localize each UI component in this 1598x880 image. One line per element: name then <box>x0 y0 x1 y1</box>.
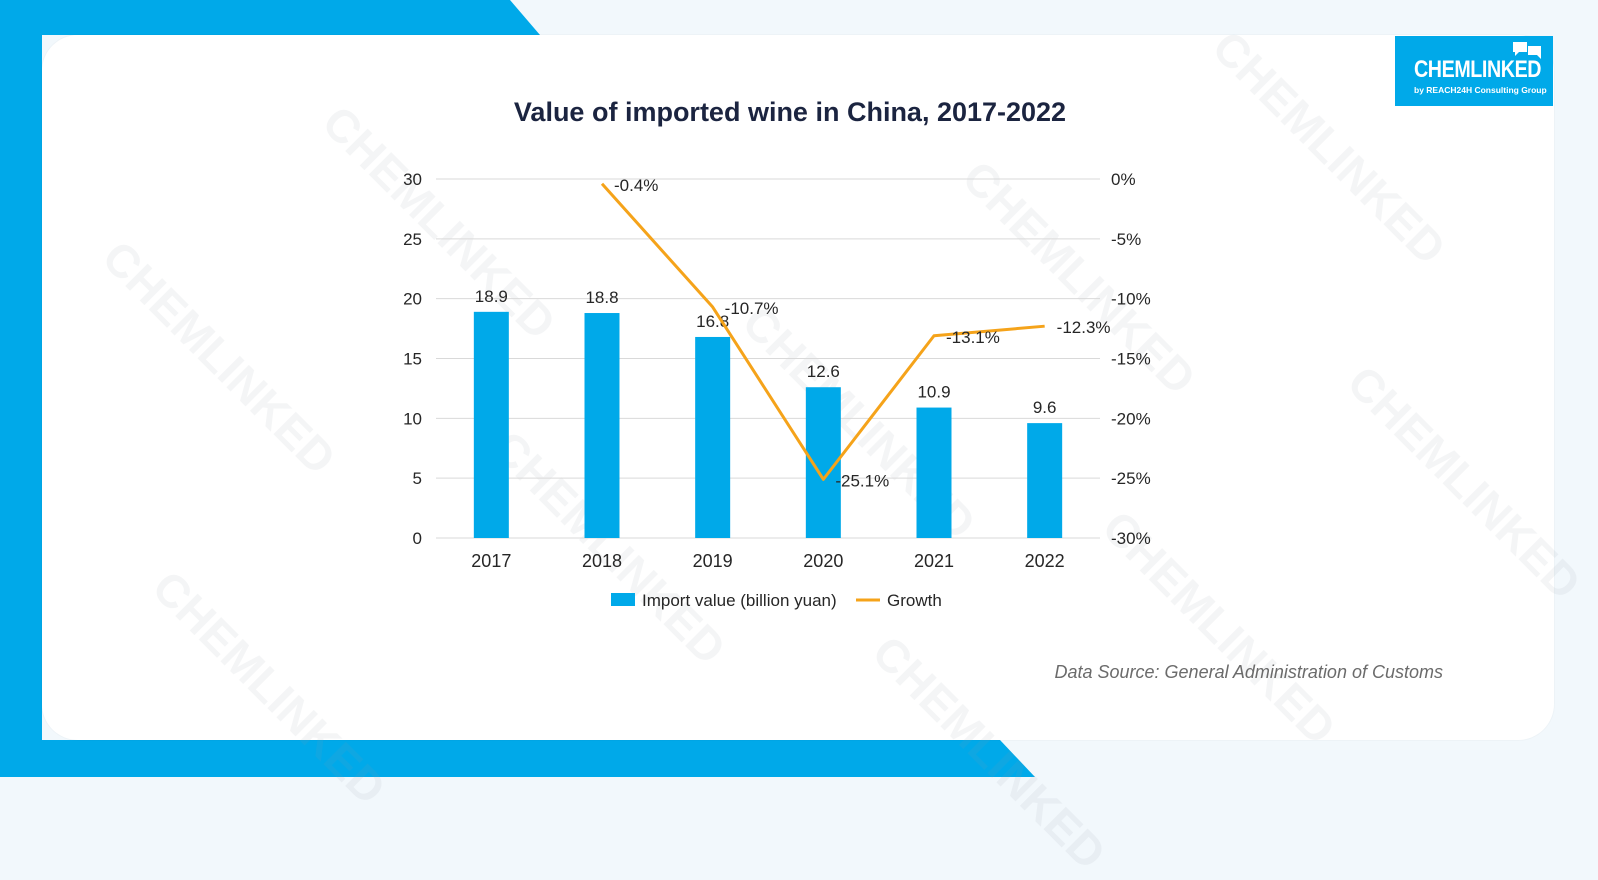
legend-label: Import value (billion yuan) <box>642 591 837 610</box>
bar <box>916 407 952 538</box>
right-tick-label: -20% <box>1111 409 1151 428</box>
logo-tagline: by REACH24H Consulting Group <box>1414 85 1547 95</box>
x-tick-label: 2022 <box>1025 551 1065 571</box>
chat-bubble-icon <box>1513 42 1541 59</box>
left-tick-label: 30 <box>403 170 422 189</box>
background-decoration <box>0 0 1035 777</box>
logo-wordmark: CHEMLINKED <box>1414 56 1542 83</box>
right-tick-label: -10% <box>1111 290 1151 309</box>
bar-value-label: 10.9 <box>917 383 950 402</box>
left-tick-label: 0 <box>413 529 422 548</box>
x-tick-label: 2017 <box>471 551 511 571</box>
gridlines <box>436 178 1100 539</box>
bar-value-label: 12.6 <box>807 362 840 381</box>
growth-value-label: -0.4% <box>614 176 658 195</box>
right-tick-label: -15% <box>1111 350 1151 369</box>
bar <box>473 311 509 538</box>
left-axis: 0 5 10 15 20 25 30 <box>403 170 422 548</box>
right-tick-label: -30% <box>1111 529 1151 548</box>
right-tick-label: -5% <box>1111 230 1141 249</box>
growth-line <box>600 182 1045 481</box>
bar <box>584 313 620 538</box>
legend: Import value (billion yuan) Growth <box>611 591 942 610</box>
x-tick-label: 2020 <box>803 551 843 571</box>
bar-series <box>473 311 1063 538</box>
left-tick-label: 25 <box>403 230 422 249</box>
growth-line-series <box>600 182 1045 481</box>
bar-value-label: 16.8 <box>696 312 729 331</box>
chart-title: Value of imported wine in China, 2017-20… <box>514 97 1066 127</box>
bar-value-label: 18.9 <box>475 287 508 306</box>
right-axis: 0% -5% -10% -15% -20% -25% -30% <box>1111 170 1151 548</box>
left-tick-label: 10 <box>403 409 422 428</box>
growth-value-label: -13.1% <box>946 328 1000 347</box>
chart-card <box>42 35 1554 740</box>
bar-value-label: 9.6 <box>1033 398 1057 417</box>
data-source-note: Data Source: General Administration of C… <box>1054 662 1443 682</box>
left-tick-label: 5 <box>413 469 422 488</box>
bar-value-label: 18.8 <box>585 288 618 307</box>
left-tick-label: 15 <box>403 350 422 369</box>
growth-value-label: -10.7% <box>725 299 779 318</box>
legend-swatch-bar <box>611 593 635 606</box>
x-axis: 2017 2018 2019 2020 2021 2022 <box>471 551 1064 571</box>
bar-data-labels: 18.9 18.8 16.8 12.6 10.9 9.6 <box>475 287 1057 417</box>
x-tick-label: 2021 <box>914 551 954 571</box>
bar-line-chart: Value of imported wine in China, 2017-20… <box>403 97 1151 610</box>
x-tick-label: 2019 <box>693 551 733 571</box>
growth-data-labels: -0.4% -10.7% -25.1% -13.1% -12.3% <box>614 176 1111 491</box>
growth-value-label: -25.1% <box>835 471 889 490</box>
x-tick-label: 2018 <box>582 551 622 571</box>
chemlinked-logo: CHEMLINKED by REACH24H Consulting Group <box>1395 36 1553 106</box>
legend-label: Growth <box>887 591 942 610</box>
left-tick-label: 20 <box>403 290 422 309</box>
right-tick-label: -25% <box>1111 469 1151 488</box>
growth-value-label: -12.3% <box>1057 318 1111 337</box>
bar <box>1027 423 1063 538</box>
bar <box>695 336 731 538</box>
right-tick-label: 0% <box>1111 170 1136 189</box>
